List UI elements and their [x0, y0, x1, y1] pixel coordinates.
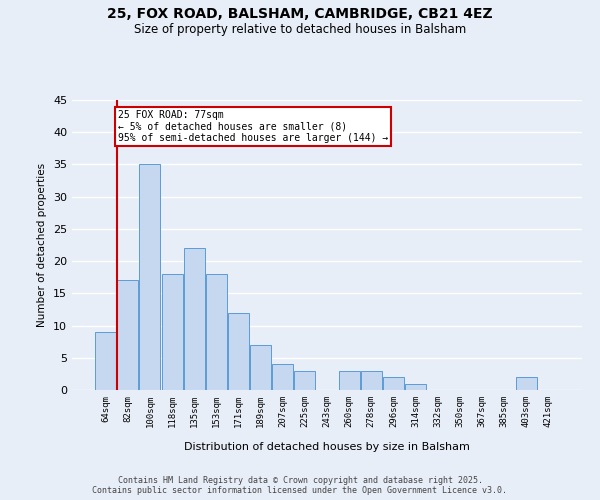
Bar	[184, 248, 205, 390]
Bar	[383, 377, 404, 390]
Bar	[338, 370, 359, 390]
Text: Distribution of detached houses by size in Balsham: Distribution of detached houses by size …	[184, 442, 470, 452]
Bar	[118, 280, 139, 390]
Bar	[405, 384, 426, 390]
Bar	[272, 364, 293, 390]
Bar	[361, 370, 382, 390]
Text: 25 FOX ROAD: 77sqm
← 5% of detached houses are smaller (8)
95% of semi-detached : 25 FOX ROAD: 77sqm ← 5% of detached hous…	[118, 110, 388, 143]
Bar	[250, 345, 271, 390]
Bar	[206, 274, 227, 390]
Bar	[228, 312, 249, 390]
Text: Contains HM Land Registry data © Crown copyright and database right 2025.
Contai: Contains HM Land Registry data © Crown c…	[92, 476, 508, 495]
Text: 25, FOX ROAD, BALSHAM, CAMBRIDGE, CB21 4EZ: 25, FOX ROAD, BALSHAM, CAMBRIDGE, CB21 4…	[107, 8, 493, 22]
Bar	[95, 332, 116, 390]
Text: Size of property relative to detached houses in Balsham: Size of property relative to detached ho…	[134, 22, 466, 36]
Y-axis label: Number of detached properties: Number of detached properties	[37, 163, 47, 327]
Bar	[515, 377, 536, 390]
Bar	[139, 164, 160, 390]
Bar	[295, 370, 316, 390]
Bar	[161, 274, 182, 390]
